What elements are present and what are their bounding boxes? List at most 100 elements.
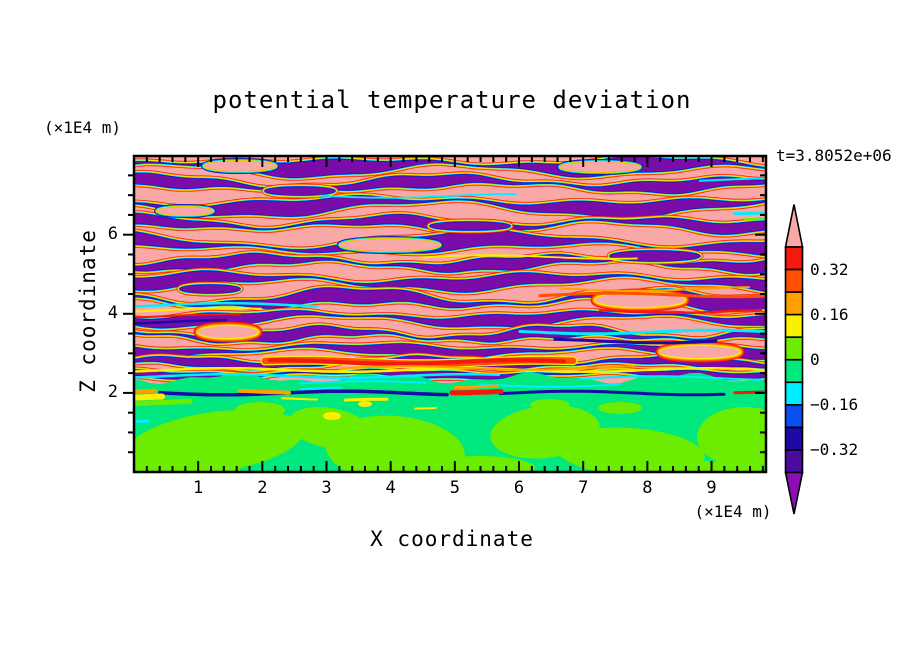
x-tick-label-7: 7: [578, 478, 589, 498]
near-zero-blobs: [135, 399, 765, 471]
purple-lens: [430, 222, 510, 230]
yellow-spot: [323, 412, 341, 420]
contour-streak: [135, 419, 150, 424]
contour-streak: [419, 254, 638, 260]
negative-band: [135, 253, 765, 274]
negative-band: [135, 325, 765, 343]
yellow-spot: [358, 401, 372, 407]
negative-band: [135, 173, 765, 194]
contour-streak: [743, 217, 765, 221]
negative-band-group: [135, 322, 765, 346]
y-tick-label-6: 6: [107, 223, 118, 244]
contour-streak: [238, 388, 291, 395]
warm-ring-blob: [595, 293, 685, 307]
colorbar-box: [784, 381, 804, 406]
colorbar-box: [784, 291, 804, 316]
colorbar-box: [784, 358, 804, 384]
weak-positive-blob: [610, 461, 765, 471]
negative-band: [135, 229, 765, 256]
purple-lens: [265, 187, 335, 195]
contour-streak: [699, 177, 764, 182]
x-axis-units: (×1E4 m): [694, 502, 772, 521]
time-annotation: t=3.8052e+06: [776, 146, 892, 165]
weak-positive-blob: [235, 402, 285, 418]
colorbar-box: [784, 449, 804, 474]
x-tick-label-9: 9: [706, 478, 717, 498]
weak-positive-blob: [697, 407, 765, 467]
contour-streak: [319, 193, 517, 199]
contour-streak: [135, 393, 165, 401]
contour-streak: [135, 366, 765, 374]
y-axis-units: (×1E4 m): [44, 118, 122, 137]
contour-streak: [479, 383, 621, 388]
negative-band-group: [135, 250, 765, 277]
colorbar-under-arrow: [784, 471, 804, 515]
contour-streak: [733, 211, 765, 216]
colorbar-box: [784, 246, 804, 271]
plot-frame: [132, 154, 768, 474]
contour-streak: [158, 389, 449, 397]
contour-streak: [135, 301, 319, 308]
colorbar-box: [784, 426, 804, 451]
negative-band: [135, 310, 765, 328]
pink-blob: [204, 161, 276, 171]
colorbar-label-2: 0.16: [810, 304, 849, 324]
contour-streak: [299, 380, 427, 385]
x-tick-label-1: 1: [193, 478, 204, 498]
weak-positive-blob: [530, 399, 570, 411]
contour-streak: [598, 308, 763, 315]
contour-streak: [453, 384, 499, 390]
weak-positive-blob: [598, 402, 642, 414]
contour-streak: [538, 291, 765, 299]
negative-band: [135, 271, 765, 292]
contour-streak: [135, 313, 241, 319]
weak-positive-blob: [135, 409, 305, 471]
negative-band: [135, 344, 765, 359]
contour-streak: [135, 398, 193, 407]
colorbar-box: [784, 268, 804, 293]
purple-lens: [180, 285, 240, 293]
colorbar-box: [784, 404, 804, 429]
contour-streak: [135, 318, 228, 325]
contour-field: [135, 157, 765, 471]
negative-band-group: [135, 267, 765, 296]
negative-band: [135, 195, 765, 219]
colorbar-label-3: 0: [810, 349, 820, 369]
contour-streak: [135, 307, 262, 313]
contour-streak: [579, 375, 763, 381]
x-tick-label-3: 3: [321, 478, 332, 498]
negative-band-group: [135, 340, 765, 363]
contour-streak: [268, 358, 566, 366]
colorbar-over-arrow: [784, 204, 804, 248]
contour-streak: [281, 397, 318, 401]
contour-streak: [414, 406, 437, 410]
contour-streak: [299, 386, 343, 391]
contour-streak: [339, 365, 635, 371]
contour-streak: [343, 397, 389, 402]
pink-blob: [157, 207, 213, 215]
y-tick-label-2: 2: [107, 381, 118, 402]
contour-streak: [518, 328, 765, 336]
weak-positive-blob: [135, 460, 240, 471]
warm-ring-blob: [660, 346, 740, 358]
pink-blob: [340, 239, 440, 251]
warm-ring-blob: [198, 326, 258, 338]
colorbar-label-5: −0.32: [810, 439, 859, 459]
colorbar-box: [784, 313, 804, 338]
colorbar-box: [784, 336, 804, 361]
contour-streak: [553, 337, 718, 345]
contour-streak: [135, 388, 157, 394]
x-tick-label-8: 8: [642, 478, 653, 498]
y-tick-label-4: 4: [107, 302, 118, 323]
contour-streak: [559, 286, 750, 292]
x-tick-label-4: 4: [385, 478, 396, 498]
negative-band-group: [135, 307, 765, 332]
contour-streak: [135, 372, 501, 380]
plot-title: potential temperature deviation: [212, 86, 692, 114]
x-tick-label-2: 2: [257, 478, 268, 498]
contour-streak: [449, 389, 504, 396]
x-tick-label-6: 6: [513, 478, 525, 498]
x-tick-label-5: 5: [449, 478, 460, 498]
